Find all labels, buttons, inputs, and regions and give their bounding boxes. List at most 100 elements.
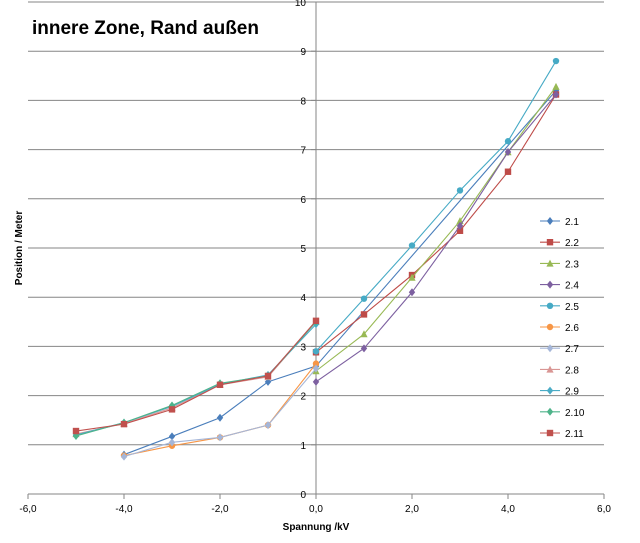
legend-marker	[546, 259, 554, 267]
legend-label: 2.7	[565, 344, 579, 355]
y-axis-title: Position / Meter	[14, 211, 25, 286]
legend-marker	[546, 429, 554, 437]
legend-label: 2.11	[565, 429, 584, 440]
legend-item: 2.11	[540, 429, 584, 440]
series-2.5	[312, 57, 560, 355]
data-point	[552, 57, 560, 65]
legend-marker	[546, 302, 554, 309]
data-point	[456, 227, 464, 234]
legend-item: 2.6	[540, 323, 579, 334]
legend-marker	[546, 217, 554, 225]
data-point	[216, 413, 224, 422]
legend-label: 2.2	[565, 238, 579, 249]
legend-item: 2.1	[540, 217, 579, 228]
data-point	[360, 330, 368, 338]
data-point	[264, 372, 272, 380]
data-point	[360, 344, 368, 353]
data-point	[168, 438, 176, 447]
data-point	[504, 168, 512, 175]
y-tick-label: 5	[300, 244, 306, 255]
data-point	[312, 377, 320, 386]
x-tick-label: 0,0	[309, 504, 323, 515]
data-point	[408, 288, 416, 297]
legend-item: 2.7	[540, 344, 579, 355]
legend-marker	[546, 323, 554, 331]
data-point	[360, 311, 368, 318]
y-tick-label: 2	[300, 392, 306, 403]
legend-item: 2.8	[540, 365, 579, 376]
data-point	[168, 406, 176, 413]
x-tick-label: 6,0	[597, 504, 611, 515]
y-tick-label: 7	[300, 146, 306, 157]
data-point	[456, 221, 464, 230]
legend-marker	[546, 344, 554, 353]
x-tick-label: -4,0	[115, 504, 133, 515]
data-point	[312, 348, 320, 355]
x-axis-title: Spannung /kV	[283, 522, 350, 533]
y-tick-label: 8	[300, 96, 306, 107]
data-point	[312, 317, 320, 325]
data-point	[552, 90, 560, 99]
y-tick-labels: 0 1 2 3 4 5 6 7 8 9 10	[295, 0, 316, 501]
data-point	[264, 421, 272, 430]
legend-marker	[546, 386, 554, 395]
series-line	[315, 94, 557, 353]
data-point	[456, 187, 464, 194]
legend-item: 2.4	[540, 280, 579, 292]
series-2.2	[312, 91, 560, 356]
data-point	[312, 360, 320, 367]
data-point	[120, 452, 128, 461]
legend-item: 2.3	[540, 259, 579, 270]
series-2.1	[120, 86, 560, 459]
legend-marker	[546, 239, 554, 246]
legend-marker	[546, 365, 554, 373]
legend-label: 2.10	[565, 408, 585, 419]
series-2.10	[72, 317, 320, 440]
legend-item: 2.9	[540, 386, 579, 398]
series-line	[315, 86, 557, 372]
legend-item: 2.5	[540, 302, 579, 313]
legend-label: 2.9	[565, 387, 579, 398]
data-point	[312, 364, 320, 373]
data-point	[408, 273, 416, 281]
x-tick-label: -2,0	[211, 504, 229, 515]
legend-marker	[546, 280, 554, 289]
y-tick-label: 10	[295, 0, 307, 9]
legend-label: 2.6	[565, 323, 579, 334]
x-tick-labels: -6,0 -4,0 -2,0 0,0 2,0 4,0 6,0	[19, 494, 611, 515]
chart-title: innere Zone, Rand außen	[32, 18, 259, 39]
legend-label: 2.1	[565, 217, 579, 228]
series-2.9	[72, 320, 320, 439]
data-point	[360, 295, 368, 302]
x-tick-label: 2,0	[405, 504, 419, 515]
legend-item: 2.10	[540, 407, 585, 419]
legend-item: 2.2	[540, 238, 579, 249]
legend-label: 2.8	[565, 365, 579, 376]
legend-label: 2.5	[565, 302, 579, 313]
data-point	[504, 138, 512, 145]
series	[72, 57, 560, 461]
series-line	[315, 60, 557, 352]
data-point	[120, 420, 128, 428]
data-point	[72, 427, 80, 435]
data-point	[552, 82, 560, 90]
series-line	[315, 94, 557, 383]
data-point	[216, 433, 224, 442]
series-line	[75, 323, 317, 436]
data-point	[504, 148, 512, 157]
data-point	[408, 242, 416, 249]
y-tick-label: 1	[300, 441, 306, 452]
y-tick-label: 0	[300, 490, 306, 501]
y-tick-label: 3	[300, 342, 306, 353]
data-point	[216, 381, 224, 388]
series-line	[75, 320, 317, 432]
y-tick-label: 6	[300, 195, 306, 206]
y-tick-label: 4	[300, 293, 306, 304]
series-2.11	[72, 317, 320, 435]
y-tick-label: 9	[300, 47, 306, 58]
legend-label: 2.3	[565, 259, 579, 270]
data-point	[168, 432, 176, 441]
legend-marker	[546, 407, 554, 416]
series-line	[123, 363, 317, 457]
